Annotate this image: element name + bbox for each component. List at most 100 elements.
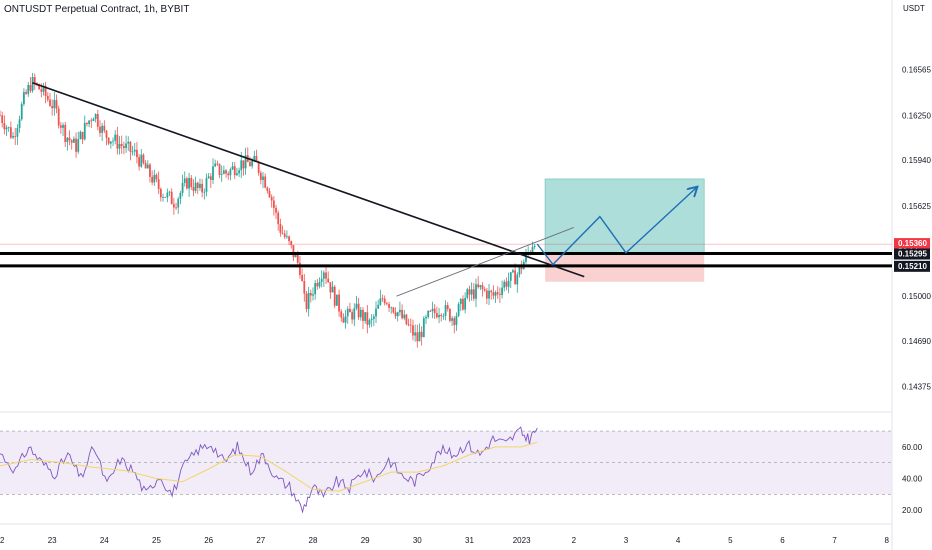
candle-body xyxy=(331,286,334,293)
y-tick-label: 0.16565 xyxy=(902,66,931,75)
candle-body xyxy=(112,140,114,142)
candle-body xyxy=(92,118,95,122)
candle-body xyxy=(253,155,256,161)
candle-body xyxy=(83,122,86,140)
candle-body xyxy=(333,286,336,306)
candle-body xyxy=(307,292,310,309)
candle-body xyxy=(325,272,327,279)
candle-body xyxy=(477,284,480,288)
candle-body xyxy=(81,131,84,140)
candle-body xyxy=(520,265,523,270)
candle-body xyxy=(322,272,325,279)
candle-body xyxy=(86,122,88,125)
candle-body xyxy=(494,292,497,296)
candle-body xyxy=(444,305,447,316)
x-tick-label: 26 xyxy=(204,536,213,545)
candle-body xyxy=(327,278,330,283)
candle-body xyxy=(16,127,19,137)
candle-body xyxy=(509,272,512,281)
candle-body xyxy=(46,95,49,100)
candle-body xyxy=(116,134,119,149)
candle-body xyxy=(299,262,301,275)
candle-body xyxy=(433,308,436,313)
candle-body xyxy=(209,176,212,180)
candle-body xyxy=(70,140,73,143)
candle-body xyxy=(344,316,347,323)
x-tick-label: 7 xyxy=(832,536,837,545)
ascending-trendline xyxy=(396,227,574,297)
y-tick-label: 0.14375 xyxy=(902,383,931,392)
candle-body xyxy=(240,160,243,171)
candle-body xyxy=(222,170,225,174)
candle-body xyxy=(207,176,210,179)
candle-body xyxy=(281,232,284,234)
candle-body xyxy=(277,212,280,225)
candle-body xyxy=(405,314,408,325)
candle-body xyxy=(177,198,180,208)
x-tick-label: 30 xyxy=(413,536,422,545)
x-tick-label: 25 xyxy=(152,536,161,545)
candle-body xyxy=(412,325,414,336)
candle-body xyxy=(403,314,406,319)
candle-body xyxy=(42,85,45,92)
stop-loss-zone xyxy=(545,253,705,282)
candle-body xyxy=(275,207,277,213)
candle-body xyxy=(238,170,240,174)
candle-body xyxy=(251,160,254,167)
drawings-layer[interactable] xyxy=(0,81,892,297)
candle-body xyxy=(57,108,60,126)
candle-body xyxy=(214,163,217,167)
candle-body xyxy=(205,178,208,192)
candle-body xyxy=(44,85,47,96)
candle-body xyxy=(140,154,143,167)
candle-body xyxy=(501,287,503,295)
candle-body xyxy=(96,114,99,127)
candle-body xyxy=(425,316,427,319)
candle-body xyxy=(370,319,373,321)
candle-body xyxy=(422,318,425,338)
candle-body xyxy=(453,318,456,326)
candle-body xyxy=(438,314,440,318)
candle-body xyxy=(192,187,195,191)
candle-body xyxy=(368,320,371,325)
candle-body xyxy=(114,134,117,141)
candle-body xyxy=(216,163,219,165)
candle-body xyxy=(316,283,319,287)
candle-body xyxy=(59,125,62,128)
candle-body xyxy=(286,236,288,238)
x-tick-label: 27 xyxy=(256,536,265,545)
level-price-value: 0.15210 xyxy=(898,262,927,271)
candle-body xyxy=(168,191,171,193)
candle-body xyxy=(296,254,299,263)
candle-body xyxy=(407,324,410,326)
candle-body xyxy=(481,285,484,290)
candle-body xyxy=(236,173,238,176)
candle-body xyxy=(120,143,123,147)
candle-body xyxy=(440,314,443,317)
candle-body xyxy=(157,179,160,189)
candle-body xyxy=(355,303,358,309)
candle-body xyxy=(388,304,390,308)
current-price-value: 0.15360 xyxy=(898,239,927,248)
candle-body xyxy=(88,120,91,125)
candle-body xyxy=(514,270,517,285)
candle-body xyxy=(212,166,214,180)
candle-body xyxy=(38,84,41,90)
candle-body xyxy=(199,183,201,188)
candle-body xyxy=(175,207,177,209)
candle-body xyxy=(144,162,147,169)
candle-body xyxy=(79,131,82,140)
x-tick-label: 2023 xyxy=(513,536,531,545)
candle-body xyxy=(457,304,460,316)
candle-body xyxy=(303,280,306,294)
candle-body xyxy=(164,196,167,198)
candle-body xyxy=(366,312,369,325)
candle-body xyxy=(262,176,264,180)
candle-body xyxy=(244,155,247,169)
candle-body xyxy=(162,196,164,198)
axes-layer: 0.16565 0.16250 0.15940 0.15625 0.15000 0.146… xyxy=(0,66,931,545)
candle-body xyxy=(464,297,467,310)
x-tick-label: 22 xyxy=(0,536,5,545)
candle-body xyxy=(492,292,495,296)
